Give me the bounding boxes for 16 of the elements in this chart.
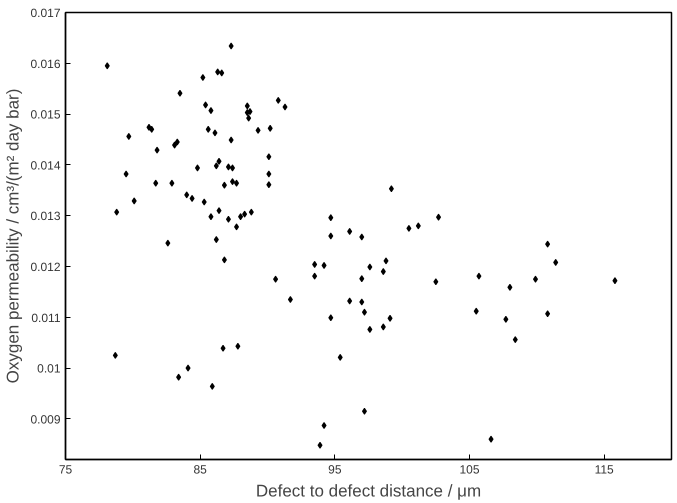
x-tick-label: 115 <box>594 462 614 476</box>
y-tick-label: 0.009 <box>30 412 61 426</box>
y-axis-title: Oxygen permeability / cm³/(m² day bar) <box>3 88 22 384</box>
y-tick-label: 0.016 <box>30 56 61 71</box>
y-tick-label: 0.014 <box>30 158 61 172</box>
y-tick-label: 0.01 <box>37 362 61 376</box>
x-tick-label: 75 <box>58 462 72 476</box>
y-tick-label: 0.017 <box>30 6 61 20</box>
y-tick-label: 0.011 <box>31 310 61 325</box>
x-axis-title: Defect to defect distance / μm <box>256 482 482 500</box>
x-tick-label: 105 <box>459 462 480 476</box>
y-tick-label: 0.013 <box>30 209 61 224</box>
y-tick-label: 0.012 <box>30 260 61 274</box>
x-tick-label: 85 <box>193 462 208 476</box>
y-tick-label: 0.015 <box>30 108 61 122</box>
x-tick-label: 95 <box>328 462 342 476</box>
